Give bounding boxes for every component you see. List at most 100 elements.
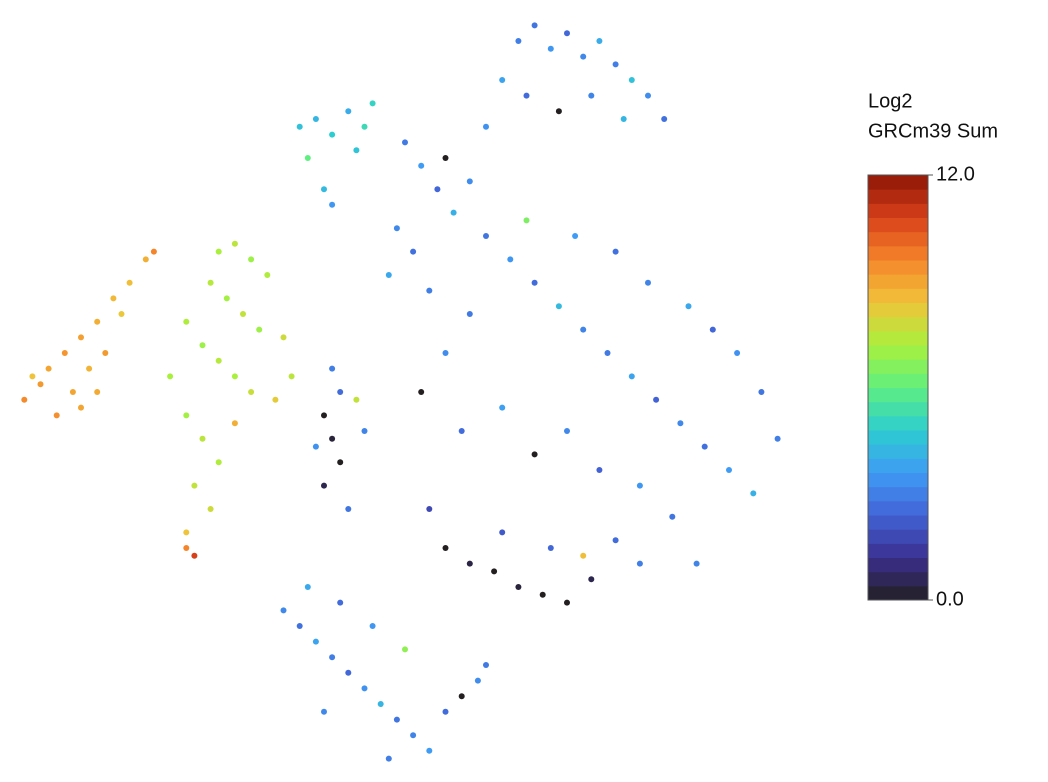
colorbar-band xyxy=(868,557,928,573)
point xyxy=(353,147,360,154)
point xyxy=(402,139,408,146)
colorbar-band xyxy=(868,274,928,289)
point xyxy=(296,123,303,130)
point xyxy=(418,389,425,395)
colorbar-band xyxy=(868,203,928,218)
point xyxy=(693,560,700,567)
point xyxy=(321,482,327,489)
point xyxy=(758,389,765,395)
point xyxy=(393,716,400,723)
point xyxy=(507,256,514,263)
point xyxy=(231,420,238,427)
point xyxy=(377,701,384,707)
colorbar-band xyxy=(868,373,928,388)
colorbar-band xyxy=(868,260,928,275)
point xyxy=(248,256,255,263)
point xyxy=(515,584,522,590)
point xyxy=(596,38,603,44)
point xyxy=(628,373,635,380)
point xyxy=(620,116,627,122)
colorbar-band xyxy=(868,359,928,374)
point xyxy=(288,373,295,380)
point xyxy=(458,693,465,700)
point xyxy=(280,334,287,341)
point xyxy=(321,186,327,193)
point xyxy=(726,467,732,473)
point xyxy=(248,389,255,395)
point xyxy=(701,443,708,450)
point xyxy=(231,240,238,247)
point xyxy=(167,373,174,380)
point xyxy=(215,248,222,255)
point xyxy=(321,708,327,715)
point xyxy=(410,248,417,255)
point xyxy=(499,529,506,536)
point xyxy=(709,326,716,333)
point xyxy=(102,350,109,356)
colorbar-band xyxy=(868,415,928,431)
point xyxy=(531,279,538,286)
point xyxy=(393,225,400,232)
point xyxy=(645,92,651,99)
point xyxy=(337,389,344,395)
point xyxy=(604,350,611,356)
point xyxy=(207,506,214,512)
point xyxy=(329,131,336,138)
point xyxy=(126,279,133,286)
point xyxy=(312,638,319,645)
point xyxy=(564,599,570,606)
point xyxy=(564,428,570,434)
colorbar-frame xyxy=(867,174,929,601)
point xyxy=(580,326,587,333)
colorbar-band xyxy=(868,458,928,473)
point xyxy=(280,607,287,614)
point xyxy=(734,350,741,356)
point xyxy=(215,357,222,364)
point xyxy=(499,77,506,83)
point xyxy=(78,404,84,411)
point xyxy=(442,708,449,715)
point xyxy=(547,545,554,551)
point xyxy=(353,396,360,403)
point xyxy=(69,389,76,395)
point xyxy=(215,459,222,466)
colorbar-band xyxy=(868,515,928,530)
point xyxy=(523,92,530,99)
point xyxy=(361,428,368,434)
colorbar-band xyxy=(868,401,928,417)
point xyxy=(669,513,676,520)
point xyxy=(118,311,125,317)
point xyxy=(636,482,643,489)
point xyxy=(426,747,433,754)
colorbar-band xyxy=(868,189,928,204)
point xyxy=(21,396,28,403)
point xyxy=(483,123,489,130)
point xyxy=(491,568,498,575)
point xyxy=(426,287,433,294)
point xyxy=(661,116,668,122)
point xyxy=(369,100,376,107)
colorbar-band xyxy=(868,444,928,459)
point xyxy=(466,560,473,567)
point xyxy=(564,30,570,37)
point xyxy=(191,552,198,559)
point xyxy=(199,435,206,442)
point xyxy=(677,420,684,427)
point xyxy=(636,560,643,567)
colorbar-band xyxy=(868,529,928,544)
colorbar-band xyxy=(868,175,928,190)
colorbar-band xyxy=(868,330,928,346)
point xyxy=(523,217,530,224)
point xyxy=(442,350,449,356)
point xyxy=(531,22,538,29)
point xyxy=(86,365,93,372)
colorbar-band xyxy=(868,543,928,558)
point xyxy=(231,373,238,380)
colorbar-band xyxy=(868,316,928,332)
point xyxy=(345,108,352,115)
colorbar-band xyxy=(868,472,928,488)
point xyxy=(580,53,587,60)
colorbar-band xyxy=(868,571,928,587)
point xyxy=(483,662,489,668)
